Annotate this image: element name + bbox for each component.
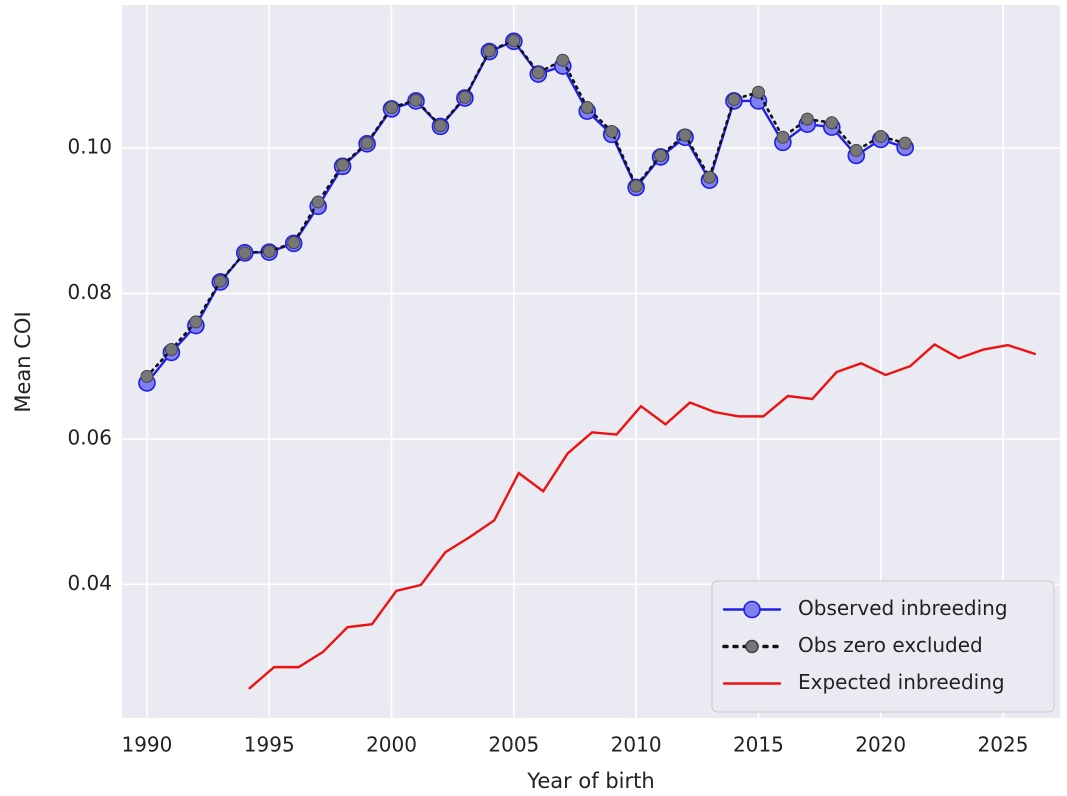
data-point — [751, 85, 765, 99]
x-tick-label: 2015 — [733, 733, 784, 757]
data-point — [189, 315, 203, 329]
data-point — [654, 148, 668, 162]
data-point — [678, 128, 692, 142]
x-tick-label: 2005 — [488, 733, 539, 757]
y-tick-label: 0.06 — [67, 425, 112, 449]
series-line — [145, 39, 907, 378]
data-point — [336, 158, 350, 172]
y-tick-label: 0.08 — [67, 280, 112, 304]
data-point — [531, 66, 545, 80]
x-tick-label: 2025 — [978, 733, 1029, 757]
data-point — [825, 116, 839, 130]
legend-box — [711, 580, 1055, 713]
data-point — [849, 143, 863, 157]
data-point — [580, 100, 594, 114]
y-tick-label: 0.04 — [67, 571, 112, 595]
data-point — [703, 170, 717, 184]
legend-marker — [745, 639, 759, 654]
data-point — [433, 119, 447, 133]
x-tick-label: 2010 — [611, 733, 662, 757]
data-point — [776, 130, 790, 144]
data-point — [605, 124, 619, 138]
data-point — [140, 369, 154, 383]
data-point — [898, 136, 912, 150]
data-point — [409, 93, 423, 107]
data-point — [262, 244, 276, 258]
series-line — [248, 342, 1037, 690]
data-point — [164, 343, 178, 357]
legend-marker — [743, 600, 761, 619]
data-point — [238, 246, 252, 260]
data-point — [311, 195, 325, 209]
legend-label: Observed inbreeding — [798, 596, 1008, 620]
data-point — [458, 90, 472, 104]
legend-label: Expected inbreeding — [798, 670, 1005, 694]
data-point — [727, 92, 741, 106]
y-axis-label: Mean COI — [11, 311, 35, 412]
data-point — [287, 236, 301, 250]
data-point — [874, 130, 888, 144]
y-tick-label: 0.10 — [67, 135, 112, 159]
data-point — [629, 179, 643, 193]
x-tick-label: 1995 — [244, 733, 295, 757]
data-point — [385, 100, 399, 114]
data-point — [800, 112, 814, 126]
data-point — [482, 44, 496, 58]
data-point — [507, 34, 521, 48]
x-axis-label: Year of birth — [526, 769, 654, 793]
data-point — [556, 53, 570, 67]
legend: Observed inbreeding Obs zero excluded Expe… — [711, 580, 1055, 713]
data-point — [213, 274, 227, 288]
x-tick-label: 2000 — [366, 733, 417, 757]
x-tick-label: 1990 — [121, 733, 172, 757]
x-tick-label: 2020 — [855, 733, 906, 757]
legend-label: Obs zero excluded — [798, 633, 983, 657]
data-point — [360, 136, 374, 150]
